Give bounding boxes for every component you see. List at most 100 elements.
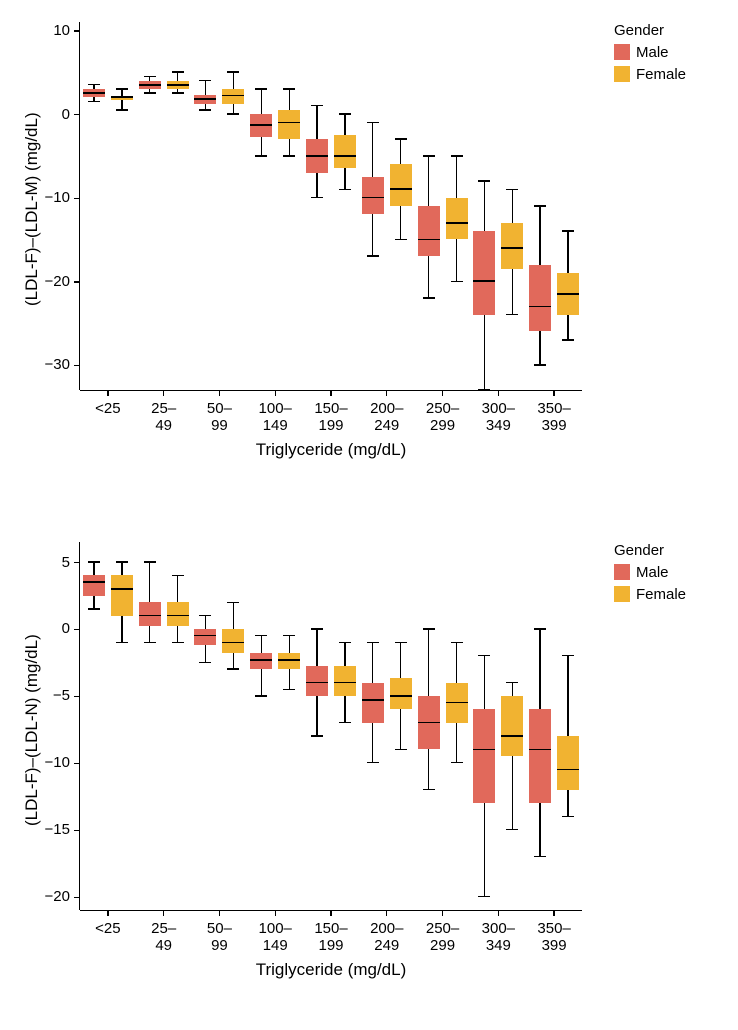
whisker-cap-lower	[339, 189, 351, 190]
whisker-cap-upper	[395, 642, 407, 643]
whisker-cap-lower	[367, 762, 379, 763]
x-tick-label: 50– 99	[189, 920, 249, 955]
whisker-cap-lower	[451, 281, 463, 282]
x-tick-label: <25	[78, 920, 138, 937]
box-body	[334, 135, 356, 168]
whisker-upper	[261, 636, 262, 653]
whisker-lower	[567, 790, 568, 817]
box-body	[362, 177, 384, 215]
whisker-upper	[512, 683, 513, 696]
whisker-upper	[400, 139, 401, 164]
boxplot-male	[306, 22, 328, 390]
whisker-cap-lower	[506, 314, 518, 315]
box-median	[418, 239, 440, 241]
box-median	[529, 306, 551, 308]
box-median	[194, 98, 216, 100]
whisker-cap-upper	[227, 71, 239, 72]
whisker-upper	[177, 72, 178, 80]
box-median	[446, 702, 468, 704]
figure-page: { "layout": { "page_w": 738, "page_h": 1…	[0, 0, 738, 1028]
whisker-cap-upper	[311, 628, 323, 629]
box-median	[473, 749, 495, 751]
boxplot-female	[111, 542, 133, 910]
x-tick	[553, 390, 554, 396]
boxplot-female	[446, 542, 468, 910]
whisker-lower	[121, 616, 122, 643]
boxplot-female	[222, 542, 244, 910]
box-median	[167, 84, 189, 86]
boxplot-male	[83, 542, 105, 910]
x-tick	[219, 390, 220, 396]
whisker-cap-upper	[227, 602, 239, 603]
x-tick	[498, 910, 499, 916]
box-median	[167, 615, 189, 617]
whisker-upper	[428, 156, 429, 206]
whisker-cap-lower	[506, 829, 518, 830]
box-body	[278, 110, 300, 139]
x-tick	[442, 390, 443, 396]
whisker-cap-upper	[199, 80, 211, 81]
legend-label: Female	[636, 66, 686, 83]
box-median	[473, 280, 495, 282]
x-tick	[163, 390, 164, 396]
x-tick-label: 25– 49	[134, 920, 194, 955]
whisker-upper	[93, 562, 94, 575]
whisker-lower	[539, 331, 540, 364]
box-body	[83, 575, 105, 595]
legend-label: Male	[636, 564, 669, 581]
boxplot-female	[222, 22, 244, 390]
x-tick-label: 100– 149	[245, 920, 305, 955]
boxplot-male	[362, 22, 384, 390]
whisker-cap-lower	[423, 297, 435, 298]
x-tick-label: 200– 249	[357, 400, 417, 435]
y-tick	[74, 763, 80, 764]
whisker-cap-lower	[423, 789, 435, 790]
y-tick-label: 5	[62, 554, 70, 571]
x-axis-label: Triglyceride (mg/dL)	[80, 960, 582, 980]
y-tick-label: −10	[45, 754, 70, 771]
whisker-cap-lower	[367, 255, 379, 256]
chart-panel-1: −20−15−10−505(LDL-F)–(LDL-N) (mg/dL)<252…	[0, 542, 738, 1030]
box-median	[222, 642, 244, 644]
whisker-upper	[289, 636, 290, 653]
boxplot-male	[529, 542, 551, 910]
whisker-upper	[344, 642, 345, 666]
y-axis-line	[79, 542, 80, 910]
whisker-upper	[484, 656, 485, 710]
whisker-cap-lower	[478, 896, 490, 897]
box-median	[111, 96, 133, 98]
y-tick-label: 0	[62, 106, 70, 123]
box-body	[501, 223, 523, 269]
plot-area	[80, 22, 582, 390]
whisker-cap-upper	[367, 642, 379, 643]
box-body	[418, 206, 440, 256]
whisker-lower	[567, 315, 568, 340]
whisker-lower	[289, 669, 290, 689]
legend-title: Gender	[614, 22, 664, 39]
whisker-cap-upper	[255, 635, 267, 636]
x-tick	[330, 390, 331, 396]
boxplot-male	[250, 542, 272, 910]
boxplot-male	[306, 542, 328, 910]
box-median	[557, 769, 579, 771]
whisker-cap-upper	[283, 88, 295, 89]
whisker-upper	[149, 562, 150, 602]
whisker-cap-upper	[423, 155, 435, 156]
box-median	[222, 95, 244, 97]
x-tick	[442, 910, 443, 916]
whisker-cap-lower	[227, 113, 239, 114]
whisker-cap-lower	[172, 92, 184, 93]
box-median	[529, 749, 551, 751]
y-tick-label: −15	[45, 821, 70, 838]
box-body	[557, 736, 579, 790]
whisker-upper	[372, 642, 373, 682]
x-tick-label: 350– 399	[524, 400, 584, 435]
whisker-cap-upper	[367, 122, 379, 123]
whisker-upper	[289, 89, 290, 110]
legend-label: Female	[636, 586, 686, 603]
whisker-cap-upper	[534, 205, 546, 206]
boxplot-female	[557, 22, 579, 390]
whisker-cap-lower	[339, 722, 351, 723]
boxplot-male	[250, 22, 272, 390]
y-axis-label: (LDL-F)–(LDL-M) (mg/dL)	[22, 112, 42, 306]
